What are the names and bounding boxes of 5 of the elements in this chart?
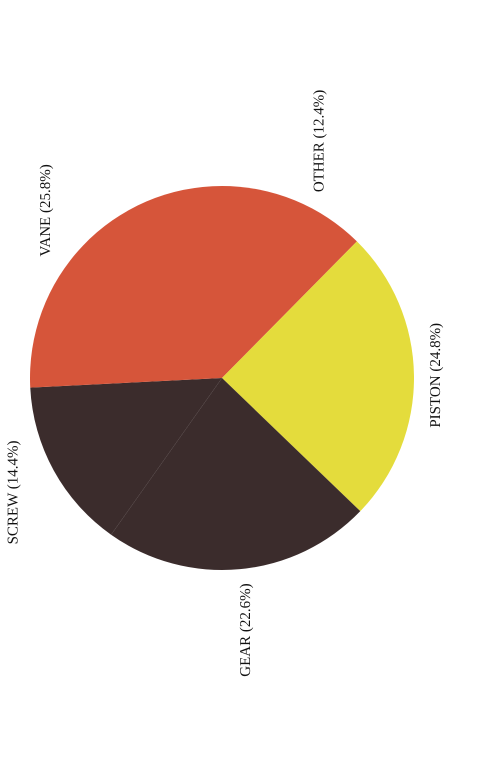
slice-label: OTHER (12.4%) xyxy=(311,90,328,192)
slice-label: VANE (25.8%) xyxy=(38,164,54,257)
slice-label: PISTON (24.8%) xyxy=(428,322,444,428)
slice-label: GEAR (22.6%) xyxy=(238,583,254,677)
slice-label: SCREW (14.4%) xyxy=(6,440,22,544)
